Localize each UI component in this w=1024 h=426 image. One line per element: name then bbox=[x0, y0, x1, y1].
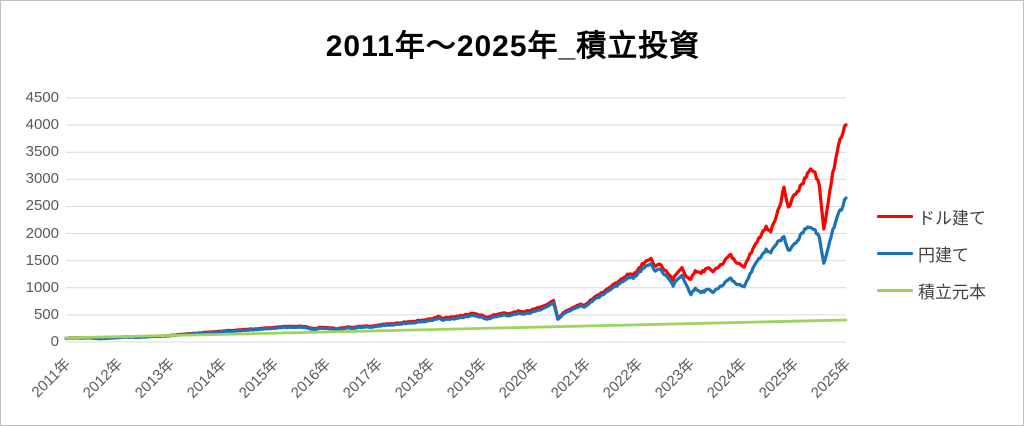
legend-label-yen: 円建て bbox=[918, 246, 969, 265]
legend-item-yen: 円建て bbox=[877, 235, 986, 272]
y-axis-tick-label: 500 bbox=[33, 305, 59, 323]
y-axis-tick-label: 2000 bbox=[25, 224, 59, 242]
legend: ドル建て 円建て 積立元本 bbox=[877, 198, 986, 309]
series-line-yen bbox=[64, 196, 848, 341]
legend-line-principal bbox=[877, 289, 913, 292]
y-axis-tick-label: 2500 bbox=[25, 197, 59, 215]
legend-item-principal: 積立元本 bbox=[877, 272, 986, 309]
legend-line-yen bbox=[877, 252, 913, 255]
y-axis-tick-label: 1500 bbox=[25, 251, 59, 269]
legend-line-dollar bbox=[877, 215, 913, 218]
chart-title: 2011年～2025年_積立投資 bbox=[325, 30, 701, 63]
y-axis-tick-label: 1000 bbox=[25, 278, 59, 296]
legend-label-principal: 積立元本 bbox=[918, 283, 986, 302]
y-axis-tick-label: 4000 bbox=[25, 116, 59, 134]
legend-item-dollar: ドル建て bbox=[877, 198, 986, 235]
series-line-principal bbox=[64, 318, 848, 340]
series-line-dollar bbox=[64, 123, 848, 341]
legend-label-dollar: ドル建て bbox=[918, 209, 986, 228]
y-axis-tick-label: 0 bbox=[50, 333, 59, 350]
y-axis-tick-label: 3500 bbox=[25, 143, 59, 161]
y-axis-tick-label: 4500 bbox=[25, 89, 59, 106]
y-axis-tick-label: 3000 bbox=[25, 170, 59, 188]
